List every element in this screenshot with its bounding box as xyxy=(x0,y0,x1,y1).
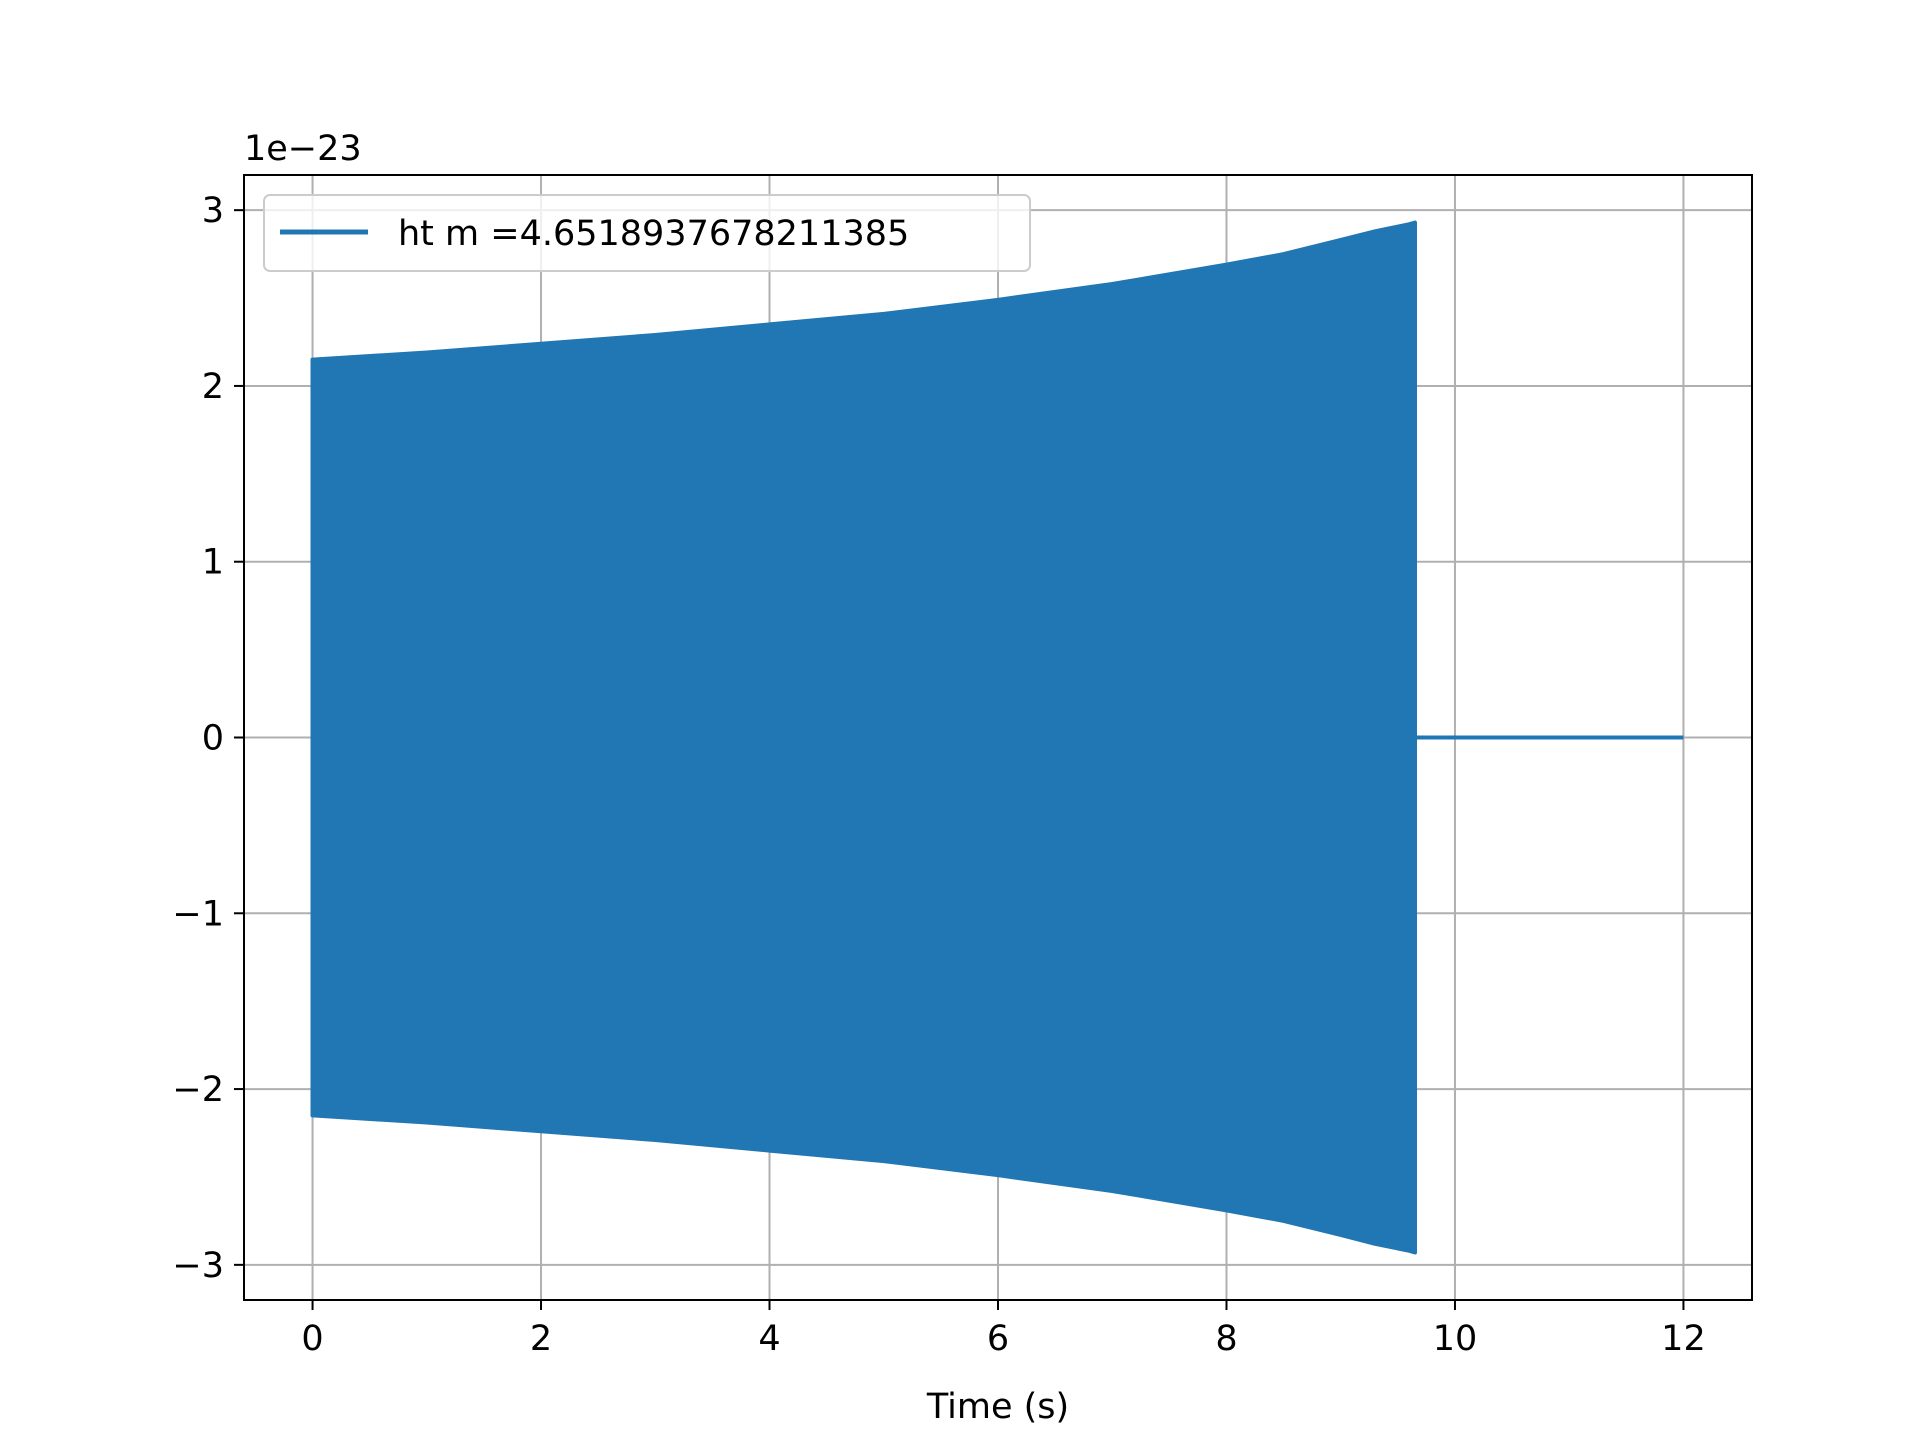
y-tick-label: −1 xyxy=(172,894,224,934)
y-tick-label: 2 xyxy=(202,367,224,407)
x-tick-label: 8 xyxy=(1215,1319,1237,1359)
legend: ht m =4.6518937678211385 xyxy=(263,194,1031,272)
x-axis-label: Time (s) xyxy=(926,1387,1069,1427)
plot-series xyxy=(310,220,1684,1255)
y-offset-label: 1e−23 xyxy=(244,129,362,169)
y-tick-label: 0 xyxy=(202,719,224,759)
x-axis-ticks: 0 2 4 6 8 10 12 xyxy=(301,1300,1706,1359)
x-tick-label: 6 xyxy=(987,1319,1009,1359)
y-tick-label: −3 xyxy=(172,1246,224,1286)
x-tick-label: 2 xyxy=(530,1319,552,1359)
x-tick-label: 4 xyxy=(758,1319,780,1359)
series-oscillation-band xyxy=(310,220,1417,1255)
legend-entry: ht m =4.6518937678211385 xyxy=(398,214,909,254)
x-tick-label: 10 xyxy=(1433,1319,1478,1359)
y-tick-label: 3 xyxy=(202,191,224,231)
legend-box xyxy=(263,194,1031,272)
y-axis-ticks: −3 −2 −1 0 1 2 3 xyxy=(172,191,244,1286)
x-tick-label: 0 xyxy=(301,1319,323,1359)
y-tick-label: 1 xyxy=(202,543,224,583)
x-tick-label: 12 xyxy=(1661,1319,1706,1359)
y-tick-label: −2 xyxy=(172,1070,224,1110)
